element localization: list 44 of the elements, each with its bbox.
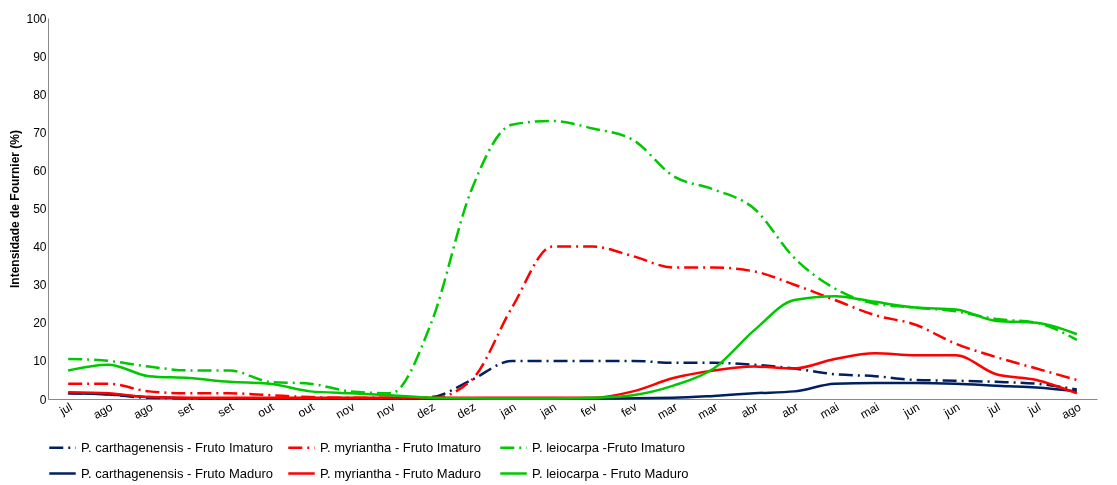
legend-label: P. leiocarpa -Fruto Imaturo xyxy=(532,439,685,455)
x-tick-label: nov xyxy=(333,399,358,422)
legend-label: P. carthagenensis - Fruto Maduro xyxy=(81,465,273,481)
y-tick-label: 90 xyxy=(33,49,47,64)
y-tick-label: 10 xyxy=(33,354,47,369)
x-tick-label: dez xyxy=(454,399,479,422)
x-tick-label: fev xyxy=(618,399,640,420)
x-tick-label: jul xyxy=(56,399,75,419)
x-tick-label: mar xyxy=(695,399,721,423)
legend-label: P. myriantha - Fruto Maduro xyxy=(320,465,481,481)
y-axis-title: Intensidade de Fournier (%) xyxy=(8,129,23,289)
x-tick-label: jan xyxy=(537,399,559,421)
x-tick-label: mai xyxy=(857,399,882,422)
x-tick-label: out xyxy=(254,399,277,421)
x-tick-label: out xyxy=(295,399,318,421)
x-tick-label: jan xyxy=(496,399,519,421)
y-tick-label: 100 xyxy=(26,11,47,26)
legend-label: P. carthagenensis - Fruto Imaturo xyxy=(81,439,273,455)
x-tick-label: ago xyxy=(131,399,156,422)
x-tick-label: jun xyxy=(940,399,963,421)
y-tick-label: 70 xyxy=(33,125,47,140)
legend-label: P. leiocarpa - Fruto Maduro xyxy=(532,465,689,481)
x-tick-label: dez xyxy=(414,399,438,422)
y-tick-label: 80 xyxy=(33,87,47,102)
y-tick-label: 20 xyxy=(33,316,47,331)
x-tick-label: jul xyxy=(1024,399,1043,419)
x-tick-label: abr xyxy=(738,399,761,421)
x-tick-label: mai xyxy=(817,399,842,422)
y-tick-label: 60 xyxy=(33,163,47,178)
x-tick-label: ago xyxy=(1058,399,1084,422)
x-tick-label: ago xyxy=(90,399,116,422)
y-tick-label: 50 xyxy=(33,202,47,216)
legend-label: P. myriantha - Fruto Imaturo xyxy=(320,439,481,455)
x-tick-label: jul xyxy=(984,399,1003,419)
x-tick-label: jun xyxy=(900,399,922,421)
x-tick-label: abr xyxy=(778,399,801,421)
x-tick-label: nov xyxy=(373,399,398,422)
y-tick-label: 0 xyxy=(39,392,47,407)
x-tick-label: fev xyxy=(578,399,600,420)
x-tick-label: set xyxy=(174,399,197,420)
y-tick-label: 40 xyxy=(33,240,47,255)
x-tick-label: mar xyxy=(654,399,680,423)
y-tick-label: 30 xyxy=(33,278,47,293)
x-tick-label: set xyxy=(215,399,237,420)
